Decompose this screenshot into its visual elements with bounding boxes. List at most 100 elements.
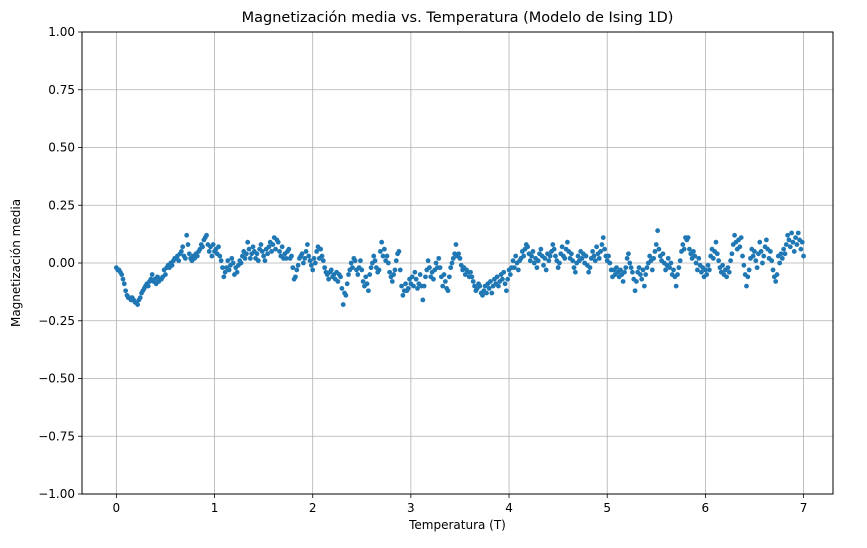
data-point [592, 258, 598, 264]
data-point [685, 235, 691, 240]
data-point [328, 267, 334, 273]
data-point [667, 265, 672, 271]
data-point [676, 265, 682, 271]
data-point [312, 260, 318, 266]
data-point [572, 269, 578, 275]
data-point [571, 265, 577, 271]
data-point [399, 283, 404, 289]
data-point [710, 255, 716, 261]
data-point [145, 283, 151, 289]
data-point [591, 253, 597, 259]
data-point [184, 232, 190, 238]
x-tick-label: 5 [603, 501, 611, 515]
data-point [600, 235, 606, 240]
data-point [149, 272, 155, 277]
data-point [163, 272, 168, 277]
data-point [420, 297, 426, 303]
data-point [698, 269, 704, 275]
data-point [182, 255, 188, 261]
data-point [510, 258, 516, 264]
data-point [431, 276, 436, 282]
data-point [295, 262, 301, 268]
data-point [209, 253, 215, 259]
data-point [200, 244, 205, 250]
data-point [785, 232, 791, 238]
data-point [469, 274, 475, 280]
data-point [790, 239, 796, 245]
data-point [620, 279, 626, 284]
data-point [303, 249, 309, 254]
data-point [783, 242, 789, 247]
data-point [525, 244, 531, 250]
data-point [782, 251, 788, 257]
data-point [677, 258, 683, 264]
data-point [186, 251, 192, 257]
data-point [222, 269, 228, 275]
data-point [310, 267, 316, 273]
data-point [547, 253, 553, 259]
data-point [550, 242, 556, 247]
data-point [358, 258, 363, 264]
data-point [568, 251, 574, 257]
data-point [307, 258, 313, 264]
data-point [403, 281, 408, 287]
data-point [643, 272, 649, 277]
data-point [575, 253, 581, 259]
data-point [135, 302, 140, 307]
data-point [477, 283, 483, 289]
y-tick-label: 0.75 [48, 83, 75, 97]
data-point [791, 249, 797, 254]
data-point [761, 253, 767, 259]
data-point [501, 269, 507, 275]
y-tick-label: −0.25 [38, 314, 75, 328]
data-point [626, 251, 631, 257]
data-point [246, 246, 252, 252]
data-point [243, 251, 249, 257]
data-point [795, 230, 801, 236]
data-point [637, 272, 643, 277]
data-point [450, 255, 456, 261]
data-point [366, 288, 371, 294]
data-point [598, 249, 603, 254]
data-point [543, 267, 549, 273]
data-point [496, 283, 501, 289]
data-point [716, 258, 722, 264]
data-point [368, 265, 374, 271]
data-point [553, 253, 558, 259]
data-point [502, 281, 508, 287]
data-point [656, 246, 662, 252]
data-point [417, 272, 423, 277]
data-point [579, 255, 585, 261]
x-tick-label: 7 [800, 501, 808, 515]
data-point [687, 246, 692, 252]
data-point [448, 265, 454, 271]
data-point [185, 242, 191, 247]
data-point [484, 290, 489, 296]
data-point [311, 255, 317, 261]
data-point [218, 258, 224, 264]
data-point [433, 260, 439, 266]
data-point [242, 255, 248, 261]
data-point [724, 274, 730, 280]
data-point [534, 265, 540, 271]
data-point [258, 242, 264, 247]
data-point [640, 267, 646, 273]
data-point [793, 235, 798, 240]
data-point [740, 253, 745, 259]
data-point [789, 230, 795, 236]
data-point [665, 255, 671, 261]
x-tick-label: 4 [505, 501, 513, 515]
data-point [702, 267, 708, 273]
data-point [538, 246, 544, 252]
data-point [421, 283, 427, 289]
data-point [468, 269, 473, 275]
data-point [720, 262, 726, 268]
data-point [206, 249, 212, 254]
data-point [705, 262, 711, 268]
data-point [340, 302, 346, 307]
data-point [372, 258, 378, 264]
data-point [384, 253, 390, 259]
data-point [607, 260, 613, 266]
data-point [529, 253, 534, 259]
